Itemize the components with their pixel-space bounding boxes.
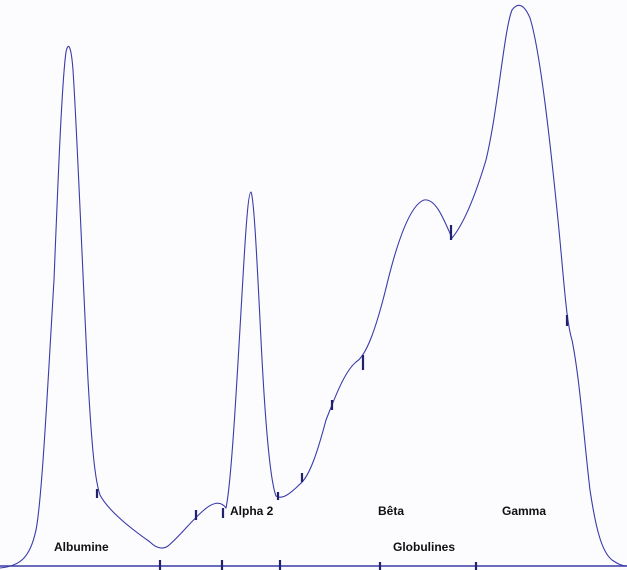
label: Bêta [378, 504, 404, 518]
label: Globulines [393, 540, 455, 554]
baseline-ticks [158, 560, 478, 570]
trace-curve [0, 4, 627, 569]
label: Albumine [54, 540, 109, 554]
fraction-marks [95, 225, 569, 520]
label: Alpha 2 [230, 504, 274, 518]
label: Gamma [502, 504, 546, 518]
